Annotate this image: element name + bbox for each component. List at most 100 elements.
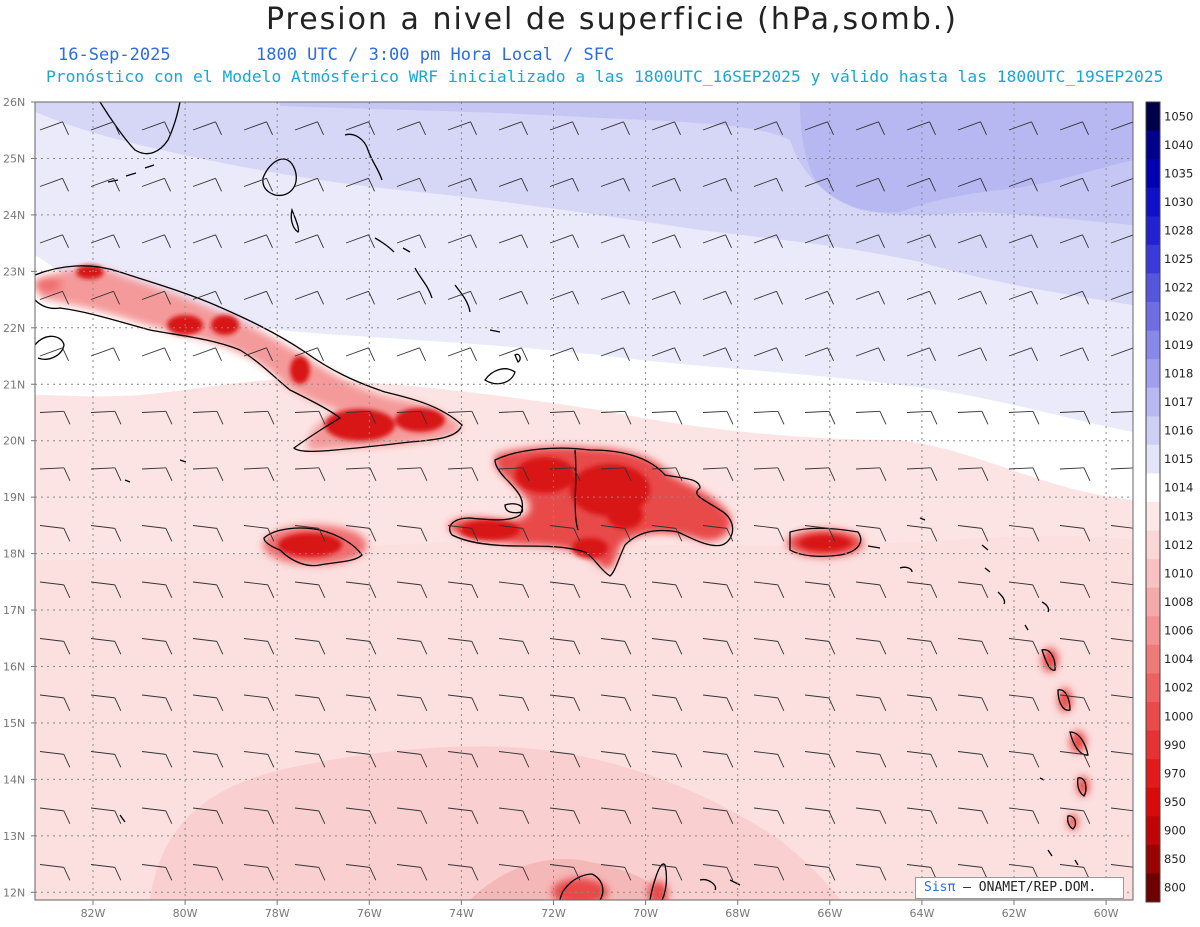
wind-barb bbox=[651, 638, 683, 655]
wind-barb bbox=[549, 581, 581, 599]
wind-barb bbox=[39, 807, 71, 825]
lat-label: 16N bbox=[3, 661, 25, 674]
wind-barb bbox=[243, 864, 275, 881]
wind-barb bbox=[1110, 121, 1133, 131]
colorbar-swatch bbox=[1146, 187, 1160, 217]
wind-barb bbox=[243, 410, 275, 425]
colorbar-label: 1013 bbox=[1164, 509, 1193, 523]
colorbar-swatch bbox=[1146, 444, 1160, 474]
colorbar-label: 1040 bbox=[1164, 138, 1193, 152]
wind-barb bbox=[906, 121, 936, 135]
wind-barb bbox=[39, 410, 71, 425]
wind-barb bbox=[804, 864, 836, 881]
wind-barb bbox=[39, 467, 71, 481]
wind-barb bbox=[957, 234, 987, 248]
wind-barb bbox=[396, 410, 428, 425]
colorbar-swatch bbox=[1146, 102, 1160, 132]
wind-barb bbox=[498, 347, 528, 361]
wind-barb bbox=[651, 864, 683, 881]
wind-barb bbox=[855, 694, 887, 712]
wind-barb bbox=[243, 807, 275, 825]
wind-barb bbox=[396, 121, 426, 135]
lon-label: 66W bbox=[817, 907, 842, 920]
wind-barb bbox=[294, 410, 326, 425]
wind-barb bbox=[702, 467, 734, 481]
wind-barb bbox=[855, 177, 885, 192]
colorbar-label: 1018 bbox=[1164, 366, 1193, 380]
wind-barb bbox=[90, 121, 120, 135]
wind-barb bbox=[651, 581, 683, 599]
wind-barb bbox=[1008, 807, 1040, 825]
wind-barb bbox=[651, 290, 681, 305]
colorbar-label: 1014 bbox=[1164, 481, 1193, 495]
wind-barb bbox=[39, 638, 71, 655]
wind-barb bbox=[1059, 638, 1091, 655]
wind-barb bbox=[906, 694, 938, 712]
wind-barb bbox=[1059, 467, 1091, 481]
wind-barb bbox=[753, 234, 783, 248]
lat-label: 19N bbox=[3, 491, 25, 504]
wind-barb bbox=[855, 525, 887, 542]
wind-barb bbox=[957, 347, 987, 361]
wind-barbs bbox=[39, 121, 1133, 881]
colorbar-swatch bbox=[1146, 502, 1160, 532]
wind-barb bbox=[498, 234, 528, 248]
wind-barb bbox=[1059, 121, 1089, 135]
colorbar-swatch bbox=[1146, 273, 1160, 303]
colorbar-label: 1002 bbox=[1164, 681, 1193, 695]
wind-barb bbox=[600, 864, 632, 881]
wind-barb bbox=[243, 581, 275, 599]
wind-barb bbox=[192, 121, 222, 135]
coastlines bbox=[35, 102, 1089, 900]
wind-barb bbox=[906, 525, 938, 542]
wind-barb bbox=[957, 290, 987, 305]
colorbar-swatch bbox=[1146, 873, 1160, 903]
wind-barb bbox=[804, 234, 834, 248]
wind-barb bbox=[600, 638, 632, 655]
wind-barb bbox=[600, 751, 632, 768]
colorbar-swatch bbox=[1146, 130, 1160, 160]
colorbar-swatch bbox=[1146, 702, 1160, 732]
wind-barb bbox=[906, 581, 938, 599]
wind-barb bbox=[447, 290, 477, 305]
lon-label: 78W bbox=[265, 907, 290, 920]
map-title: Presion a nivel de superficie (hPa,somb.… bbox=[265, 2, 959, 37]
wind-barb bbox=[549, 234, 579, 248]
wind-barb bbox=[345, 467, 377, 481]
wind-barb bbox=[39, 177, 69, 192]
wind-barb bbox=[243, 694, 275, 712]
lat-label: 26N bbox=[3, 96, 25, 109]
wind-barb bbox=[957, 467, 989, 481]
wind-barb bbox=[753, 638, 785, 655]
wind-barb bbox=[39, 694, 71, 712]
wind-barb bbox=[243, 751, 275, 768]
wind-barb bbox=[141, 121, 171, 135]
wind-barb bbox=[600, 807, 632, 825]
lat-label: 14N bbox=[3, 773, 25, 786]
wind-barb bbox=[39, 290, 69, 305]
wind-barb bbox=[1059, 525, 1091, 542]
wind-barb bbox=[651, 807, 683, 825]
wind-barb bbox=[1059, 751, 1091, 768]
wind-barb bbox=[804, 581, 836, 599]
colorbar-swatch bbox=[1146, 816, 1160, 846]
wind-barb bbox=[141, 525, 173, 542]
wind-barb bbox=[906, 347, 936, 361]
wind-barb bbox=[447, 751, 479, 768]
wind-barb bbox=[1110, 694, 1133, 699]
colorbar-label: 1012 bbox=[1164, 538, 1193, 552]
wind-barb bbox=[294, 290, 324, 305]
wind-barb bbox=[447, 864, 479, 881]
lat-label: 18N bbox=[3, 548, 25, 561]
wind-barb bbox=[498, 864, 530, 881]
colorbar-swatch bbox=[1146, 730, 1160, 760]
wind-barb bbox=[243, 467, 275, 481]
wind-barb bbox=[753, 581, 785, 599]
wind-barb bbox=[1008, 290, 1038, 305]
wind-barb bbox=[345, 864, 377, 881]
colorbar-label: 850 bbox=[1164, 852, 1186, 866]
pressure-map: 26N 25N 24N 23N 22N 21N 20N 19N 18N 17N 16N 15N 14N 1… bbox=[3, 96, 1193, 920]
wind-barb bbox=[192, 638, 224, 655]
wind-barb bbox=[702, 121, 732, 135]
wind-barb bbox=[396, 177, 426, 192]
